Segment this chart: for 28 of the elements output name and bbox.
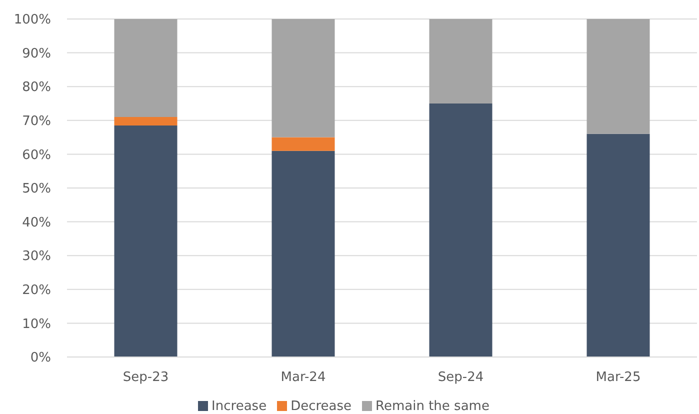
bar	[114, 19, 178, 118]
y-tick-label: 10%	[22, 316, 51, 332]
y-tick-label: 0%	[30, 350, 51, 366]
bar	[586, 134, 650, 357]
y-tick-label: 60%	[22, 148, 51, 163]
bar	[586, 19, 650, 134]
y-tick-label: 100%	[14, 12, 51, 28]
bar	[272, 150, 335, 357]
x-tick-label: Sep-23	[122, 370, 169, 386]
bar	[429, 19, 492, 104]
y-tick-label: 50%	[22, 182, 51, 197]
y-tick-label: 30%	[22, 249, 51, 264]
y-tick-label: 80%	[22, 80, 51, 96]
bar	[429, 104, 492, 357]
legend-label: Increase	[212, 399, 267, 414]
y-tick-label: 90%	[22, 46, 51, 62]
bar	[272, 137, 335, 151]
bar	[114, 117, 178, 126]
x-tick-label: Mar-25	[596, 370, 641, 386]
bar	[272, 19, 335, 138]
y-tick-label: 40%	[22, 215, 51, 230]
x-tick-label: Sep-24	[438, 370, 484, 386]
bar	[114, 125, 178, 357]
y-tick-label: 70%	[22, 114, 51, 130]
legend-label: Decrease	[290, 399, 352, 414]
legend-label: Remain the same	[376, 399, 490, 414]
y-tick-label: 20%	[22, 283, 51, 298]
x-tick-label: Mar-24	[280, 370, 326, 386]
